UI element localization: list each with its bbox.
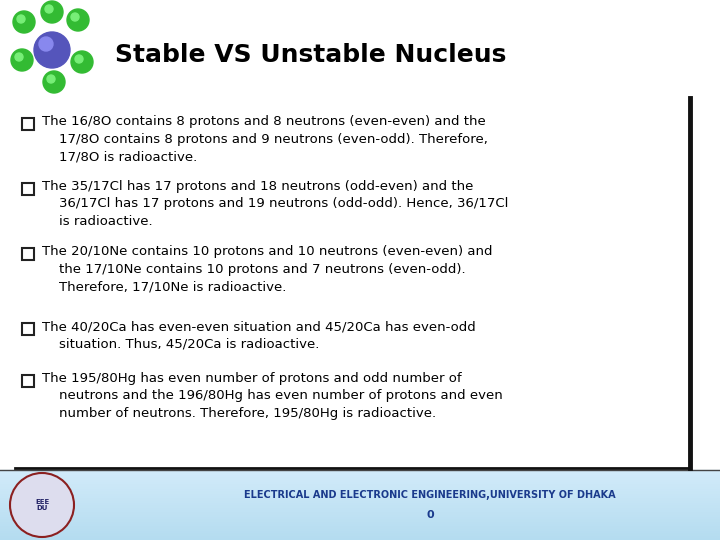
Bar [0, 476, 720, 477]
Bar [0, 494, 720, 495]
Bar [0, 510, 720, 511]
Bar [0, 471, 720, 472]
Bar [0, 480, 720, 481]
Circle shape [41, 1, 63, 23]
Bar [0, 528, 720, 530]
Bar [0, 524, 720, 525]
Bar [0, 502, 720, 503]
Text: ELECTRICAL AND ELECTRONIC ENGINEERING,UNIVERSITY OF DHAKA: ELECTRICAL AND ELECTRONIC ENGINEERING,UN… [244, 490, 616, 500]
Bar [0, 508, 720, 509]
Circle shape [39, 37, 53, 51]
Circle shape [10, 473, 74, 537]
Bar [0, 526, 720, 527]
Bar [0, 497, 720, 498]
Bar [0, 509, 720, 510]
Bar [0, 483, 720, 484]
Bar [0, 534, 720, 535]
Circle shape [34, 32, 70, 68]
Bar [0, 535, 720, 537]
Bar [0, 485, 720, 487]
Bar [0, 490, 720, 491]
Bar [0, 523, 720, 524]
Bar [0, 475, 720, 476]
Bar [0, 527, 720, 528]
Bar [0, 516, 720, 517]
Bar [0, 532, 720, 533]
Bar [0, 525, 720, 526]
Bar [0, 538, 720, 539]
Text: The 20/10Ne contains 10 protons and 10 neutrons (even-even) and
    the 17/10Ne : The 20/10Ne contains 10 protons and 10 n… [42, 245, 492, 293]
Circle shape [71, 13, 79, 21]
Bar [0, 488, 720, 489]
Bar [0, 491, 720, 492]
Circle shape [47, 75, 55, 83]
Bar [0, 513, 720, 514]
Text: EEE
DU: EEE DU [35, 498, 49, 511]
Bar [0, 484, 720, 485]
Bar [0, 472, 720, 474]
Circle shape [45, 5, 53, 13]
Text: The 195/80Hg has even number of protons and odd number of
    neutrons and the 1: The 195/80Hg has even number of protons … [42, 372, 503, 420]
Bar [22, 118, 34, 130]
Bar [0, 537, 720, 538]
Bar [0, 499, 720, 501]
Circle shape [67, 9, 89, 31]
Bar [22, 248, 34, 260]
Bar [0, 533, 720, 534]
Text: The 16/8O contains 8 protons and 8 neutrons (even-even) and the
    17/8O contai: The 16/8O contains 8 protons and 8 neutr… [42, 115, 488, 163]
Bar [22, 375, 34, 387]
Bar [0, 531, 720, 532]
Bar [0, 520, 720, 521]
Bar [0, 530, 720, 531]
Bar [0, 501, 720, 502]
Bar [0, 474, 720, 475]
Bar [0, 477, 720, 478]
Bar [0, 506, 720, 508]
Circle shape [15, 53, 23, 61]
Bar [0, 492, 720, 494]
Bar [0, 496, 720, 497]
Circle shape [71, 51, 93, 73]
Circle shape [75, 55, 83, 63]
Bar [0, 489, 720, 490]
Bar [0, 504, 720, 505]
Bar [0, 482, 720, 483]
Bar [0, 512, 720, 513]
Bar [0, 514, 720, 516]
Text: Stable VS Unstable Nucleus: Stable VS Unstable Nucleus [115, 43, 506, 67]
Bar [0, 505, 720, 506]
Circle shape [17, 15, 25, 23]
Bar [0, 519, 720, 520]
Bar [22, 183, 34, 195]
Bar [0, 498, 720, 499]
Circle shape [13, 11, 35, 33]
Text: The 35/17Cl has 17 protons and 18 neutrons (odd-even) and the
    36/17Cl has 17: The 35/17Cl has 17 protons and 18 neutro… [42, 180, 508, 228]
Circle shape [11, 49, 33, 71]
Circle shape [43, 71, 65, 93]
Text: The 40/20Ca has even-even situation and 45/20Ca has even-odd
    situation. Thus: The 40/20Ca has even-even situation and … [42, 320, 476, 350]
Bar [0, 470, 720, 471]
Bar [0, 495, 720, 496]
Text: 0: 0 [426, 510, 434, 520]
Bar [0, 503, 720, 504]
Bar [0, 478, 720, 480]
Bar [22, 323, 34, 335]
Bar [0, 511, 720, 512]
Bar [0, 481, 720, 482]
Bar [0, 521, 720, 523]
Bar [0, 517, 720, 518]
Bar [0, 518, 720, 519]
Bar [0, 539, 720, 540]
Bar [0, 487, 720, 488]
